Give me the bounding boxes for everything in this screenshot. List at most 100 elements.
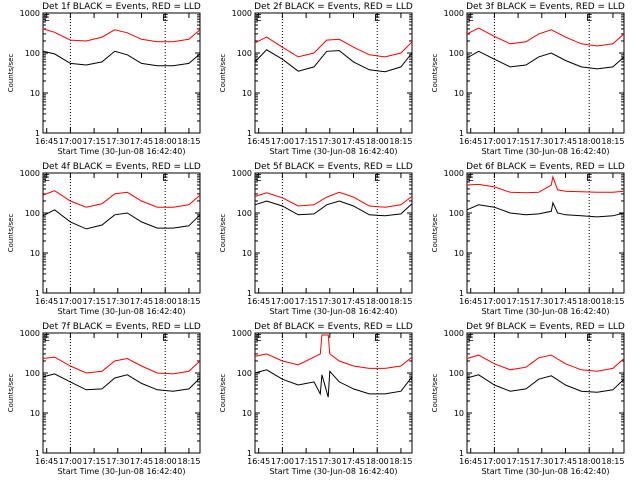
y-tick-label: 10	[242, 409, 252, 418]
x-tick-label: 16:45	[459, 457, 482, 466]
lld-series-line	[466, 354, 625, 372]
panel-title: Det 5f BLACK = Events, RED = LLD	[254, 162, 413, 172]
y-tick-label: 1000	[232, 329, 252, 338]
plot-frame	[466, 332, 625, 454]
plot-frame	[254, 332, 413, 454]
plot-frame	[466, 12, 625, 134]
y-tick-label: 1000	[444, 169, 464, 178]
x-tick-label: 18:15	[389, 137, 412, 146]
x-tick-label: 17:45	[554, 457, 577, 466]
y-tick-label: 1000	[20, 169, 40, 178]
x-tick-label: 17:45	[130, 457, 153, 466]
lld-series-line	[42, 356, 201, 375]
x-tick-label: 17:45	[130, 137, 153, 146]
lld-series-line	[42, 28, 201, 43]
y-tick-label: 10	[30, 409, 40, 418]
y-tick-label: 1000	[444, 329, 464, 338]
panel-4: Det 4f BLACK = Events, RED = LLD Counts/s…	[7, 162, 201, 316]
y-tick-label: 10	[242, 89, 252, 98]
x-tick-label: 18:15	[389, 457, 412, 466]
y-tick-label: 1	[35, 449, 40, 458]
x-tick-label: 18:15	[177, 297, 200, 306]
panel-9: Det 9f BLACK = Events, RED = LLD Counts/s…	[431, 322, 625, 476]
x-axis-label: Start Time (30-Jun-08 16:42:40)	[270, 467, 398, 476]
y-tick-label: 1000	[20, 329, 40, 338]
x-tick-label: 18:15	[177, 137, 200, 146]
e-marker-label: E	[374, 13, 380, 24]
x-tick-label: 17:00	[271, 137, 294, 146]
x-tick-label: 17:00	[59, 137, 82, 146]
x-tick-label: 17:45	[130, 297, 153, 306]
y-tick-label: 1	[247, 449, 252, 458]
x-tick-label: 16:45	[35, 137, 58, 146]
events-series-line	[42, 209, 201, 230]
panel-title: Det 9f BLACK = Events, RED = LLD	[466, 322, 625, 332]
x-tick-label: 17:15	[507, 297, 530, 306]
events-series-line	[254, 369, 413, 398]
e-marker-label: E	[586, 13, 592, 24]
x-tick-label: 16:45	[247, 297, 270, 306]
plot-frame	[42, 172, 201, 294]
y-tick-label: 100	[449, 49, 464, 58]
e-marker-label: E	[44, 333, 50, 344]
events-series-line	[466, 50, 625, 70]
x-tick-label: 18:00	[366, 457, 389, 466]
x-tick-label: 18:00	[154, 137, 177, 146]
y-tick-label: 100	[449, 369, 464, 378]
x-tick-label: 17:15	[83, 137, 106, 146]
lld-series-line	[42, 190, 201, 208]
e-marker-label: E	[162, 173, 168, 184]
y-tick-label: 1	[247, 289, 252, 298]
x-axis-label: Start Time (30-Jun-08 16:42:40)	[58, 307, 186, 316]
y-axis-label: Counts/sec	[219, 54, 227, 93]
x-tick-label: 16:45	[35, 297, 58, 306]
e-marker-label: E	[468, 173, 474, 184]
x-tick-label: 17:15	[295, 297, 318, 306]
x-axis-label: Start Time (30-Jun-08 16:42:40)	[482, 147, 610, 156]
y-tick-label: 1	[459, 129, 464, 138]
x-tick-label: 18:00	[578, 457, 601, 466]
y-axis-label: Counts/sec	[431, 214, 439, 253]
x-tick-label: 18:00	[154, 297, 177, 306]
y-tick-label: 100	[237, 369, 252, 378]
y-tick-label: 100	[25, 369, 40, 378]
x-tick-label: 17:15	[507, 457, 530, 466]
e-marker-label: E	[256, 173, 262, 184]
y-tick-label: 1	[459, 289, 464, 298]
x-tick-label: 17:00	[271, 457, 294, 466]
panel-title: Det 2f BLACK = Events, RED = LLD	[254, 2, 413, 12]
e-marker-label: E	[468, 333, 474, 344]
panel-5: Det 5f BLACK = Events, RED = LLD Counts/s…	[219, 162, 413, 316]
events-series-line	[42, 373, 201, 392]
y-tick-label: 10	[30, 249, 40, 258]
panel-title: Det 4f BLACK = Events, RED = LLD	[42, 162, 201, 172]
y-tick-label: 1000	[444, 9, 464, 18]
y-tick-label: 100	[237, 49, 252, 58]
panel-8: Det 8f BLACK = Events, RED = LLD Counts/s…	[219, 322, 413, 476]
plot-frame	[42, 12, 201, 134]
y-axis-label: Counts/sec	[7, 214, 15, 253]
x-axis-label: Start Time (30-Jun-08 16:42:40)	[58, 467, 186, 476]
events-series-line	[254, 200, 413, 217]
x-tick-label: 17:30	[106, 297, 129, 306]
e-marker-label: E	[374, 333, 380, 344]
x-tick-label: 16:45	[247, 457, 270, 466]
x-tick-label: 17:15	[295, 137, 318, 146]
x-tick-label: 17:00	[59, 297, 82, 306]
x-tick-label: 18:15	[601, 297, 624, 306]
y-tick-label: 10	[454, 89, 464, 98]
y-tick-label: 100	[449, 209, 464, 218]
events-series-line	[466, 201, 625, 218]
plot-frame	[254, 12, 413, 134]
x-tick-label: 17:45	[342, 137, 365, 146]
e-marker-label: E	[374, 173, 380, 184]
x-tick-label: 17:00	[483, 457, 506, 466]
e-marker-label: E	[44, 173, 50, 184]
lld-series-line	[466, 27, 625, 47]
x-tick-label: 17:15	[83, 297, 106, 306]
lld-series-line	[254, 36, 413, 58]
x-tick-label: 16:45	[459, 137, 482, 146]
x-tick-label: 17:45	[554, 297, 577, 306]
x-axis-label: Start Time (30-Jun-08 16:42:40)	[58, 147, 186, 156]
y-tick-label: 1	[247, 129, 252, 138]
